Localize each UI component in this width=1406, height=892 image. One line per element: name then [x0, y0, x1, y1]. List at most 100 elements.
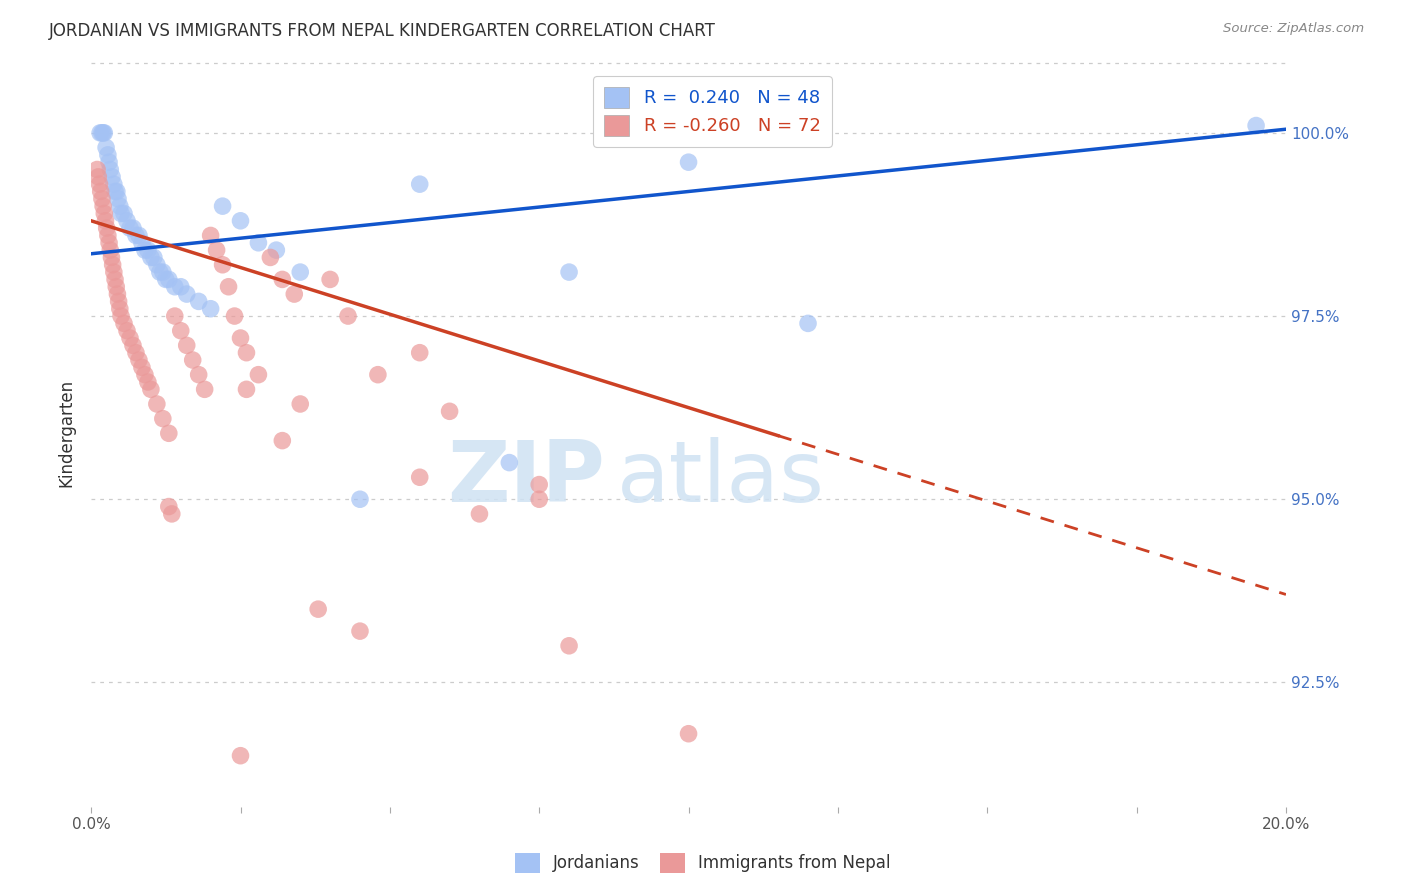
Point: [91, 126, 114, 140]
Point: [155, 272, 177, 286]
Point: [211, 199, 233, 213]
Point: [125, 345, 148, 359]
Point: [187, 368, 209, 382]
Point: [176, 338, 198, 352]
Y-axis label: Kindergarten: Kindergarten: [58, 379, 75, 487]
Point: [136, 375, 159, 389]
Point: [152, 411, 174, 425]
Point: [678, 155, 700, 169]
Point: [529, 492, 551, 507]
Point: [271, 434, 294, 448]
Point: [107, 192, 129, 206]
Point: [266, 243, 288, 257]
Point: [90, 126, 112, 140]
Point: [218, 279, 240, 293]
Point: [409, 177, 432, 191]
Point: [142, 251, 165, 265]
Point: [104, 185, 127, 199]
Point: [110, 309, 132, 323]
Point: [90, 185, 112, 199]
Point: [170, 324, 193, 338]
Point: [409, 470, 432, 484]
Point: [247, 235, 270, 250]
Point: [115, 214, 138, 228]
Point: [136, 243, 159, 257]
Point: [139, 251, 162, 265]
Point: [498, 456, 520, 470]
Point: [163, 309, 186, 323]
Point: [152, 265, 174, 279]
Point: [200, 301, 222, 316]
Point: [797, 317, 820, 331]
Point: [170, 279, 193, 293]
Point: [235, 345, 257, 359]
Point: [468, 507, 491, 521]
Point: [157, 272, 180, 286]
Point: [91, 199, 114, 213]
Point: [96, 221, 118, 235]
Point: [337, 309, 360, 323]
Point: [187, 294, 209, 309]
Point: [115, 324, 138, 338]
Point: [149, 265, 172, 279]
Point: [678, 727, 700, 741]
Point: [89, 126, 111, 140]
Point: [98, 235, 121, 250]
Point: [200, 228, 222, 243]
Point: [110, 206, 132, 220]
Point: [108, 199, 131, 213]
Point: [229, 331, 252, 345]
Point: [131, 235, 153, 250]
Point: [163, 279, 186, 293]
Point: [125, 228, 148, 243]
Point: [134, 243, 156, 257]
Point: [103, 177, 125, 191]
Point: [94, 140, 117, 154]
Point: [87, 169, 110, 184]
Point: [229, 214, 252, 228]
Point: [409, 345, 432, 359]
Point: [93, 126, 115, 140]
Point: [118, 221, 141, 235]
Point: [94, 214, 117, 228]
Point: [349, 492, 371, 507]
Point: [86, 162, 108, 177]
Point: [107, 294, 129, 309]
Point: [271, 272, 294, 286]
Point: [105, 279, 128, 293]
Point: [98, 162, 121, 177]
Point: [290, 265, 312, 279]
Point: [107, 287, 129, 301]
Point: [229, 748, 252, 763]
Point: [283, 287, 305, 301]
Point: [146, 258, 169, 272]
Point: [367, 368, 389, 382]
Point: [98, 243, 121, 257]
Point: [157, 426, 180, 441]
Point: [101, 169, 124, 184]
Text: JORDANIAN VS IMMIGRANTS FROM NEPAL KINDERGARTEN CORRELATION CHART: JORDANIAN VS IMMIGRANTS FROM NEPAL KINDE…: [49, 22, 716, 40]
Text: ZIP: ZIP: [447, 437, 605, 520]
Point: [89, 177, 111, 191]
Point: [101, 258, 124, 272]
Point: [211, 258, 233, 272]
Point: [112, 206, 135, 220]
Point: [103, 265, 125, 279]
Point: [128, 353, 150, 368]
Point: [194, 382, 217, 396]
Point: [100, 251, 122, 265]
Point: [139, 382, 162, 396]
Point: [1244, 119, 1267, 133]
Point: [97, 228, 120, 243]
Text: Source: ZipAtlas.com: Source: ZipAtlas.com: [1223, 22, 1364, 36]
Legend: R =  0.240   N = 48, R = -0.260   N = 72: R = 0.240 N = 48, R = -0.260 N = 72: [593, 76, 831, 146]
Point: [90, 192, 112, 206]
Point: [160, 507, 183, 521]
Point: [97, 148, 120, 162]
Point: [247, 368, 270, 382]
Point: [558, 265, 581, 279]
Point: [157, 500, 180, 514]
Point: [259, 251, 281, 265]
Point: [439, 404, 461, 418]
Point: [134, 368, 156, 382]
